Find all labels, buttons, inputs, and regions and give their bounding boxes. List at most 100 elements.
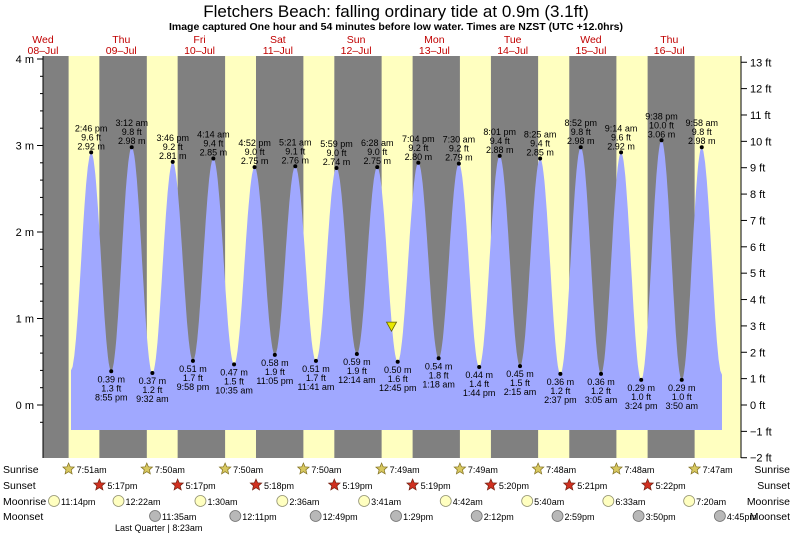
- low-tide-time: 1:18 am: [422, 379, 455, 389]
- low-tide-time: 11:41 am: [298, 382, 335, 392]
- high-tide-ft: 9.4 ft: [203, 138, 224, 148]
- moonset-time: 12:49pm: [323, 512, 358, 522]
- low-tide-m: 0.36 m: [547, 377, 575, 387]
- moonset-icon: [309, 510, 322, 522]
- moonrise-time: 12:22am: [125, 497, 160, 507]
- sunset-time: 5:19pm: [342, 481, 372, 491]
- y-tick-label-ft: 12 ft: [750, 84, 771, 96]
- low-tide-m: 0.37 m: [139, 376, 167, 386]
- high-tide-ft: 9.1 ft: [285, 146, 306, 156]
- high-tide-time: 8:52 pm: [564, 118, 597, 128]
- high-tide-time: 3:46 pm: [156, 133, 189, 143]
- moonset-time: 11:35am: [162, 512, 196, 522]
- moonrise-icon: [602, 495, 615, 507]
- moonrise-time: 2:36am: [289, 497, 319, 507]
- low-tide-time: 12:14 am: [338, 375, 376, 385]
- sunrise-time: 7:49am: [390, 465, 420, 475]
- low-tide-ft: 1.2 ft: [550, 386, 571, 396]
- y-tick-label-ft: 4 ft: [750, 295, 765, 307]
- high-tide-time: 9:38 pm: [645, 111, 678, 121]
- day-label-dow: Fri: [193, 34, 205, 46]
- low-tide-ft: 1.9 ft: [347, 366, 368, 376]
- low-tide-ft: 1.2 ft: [591, 386, 612, 396]
- high-tide-ft: 9.2 ft: [163, 142, 184, 152]
- high-tide-point: [538, 156, 543, 161]
- y-tick-label-m: 4 m: [16, 54, 34, 66]
- moonrise-icon: [48, 495, 60, 507]
- low-tide-m: 0.44 m: [465, 370, 493, 380]
- low-tide-ft: 1.7 ft: [306, 373, 327, 383]
- day-label-dow: Mon: [424, 34, 445, 46]
- sunset-icon: [406, 478, 420, 491]
- low-tide-ft: 1.0 ft: [631, 392, 652, 402]
- row-label-right: Moonset: [750, 511, 790, 523]
- day-label-date: 14–Jul: [497, 45, 528, 57]
- sunset-icon: [562, 478, 576, 491]
- high-tide-m: 2.75 m: [363, 156, 391, 166]
- moonset-icon: [390, 510, 402, 522]
- low-tide-point: [518, 364, 523, 369]
- high-tide-m: 2.79 m: [445, 153, 473, 163]
- low-tide-point: [679, 377, 684, 382]
- moonrise-icon: [439, 495, 452, 507]
- low-tide-point: [109, 369, 114, 374]
- low-tide-ft: 1.6 ft: [388, 374, 409, 384]
- sunset-icon: [171, 478, 185, 491]
- sunrise-icon: [296, 462, 310, 475]
- high-tide-m: 2.85 m: [526, 147, 554, 157]
- low-tide-m: 0.51 m: [179, 364, 207, 374]
- high-tide-time: 2:46 pm: [75, 123, 108, 133]
- high-tide-point: [129, 145, 134, 150]
- tide-area: [71, 140, 722, 431]
- y-tick-label-ft: −2 ft: [750, 453, 772, 465]
- high-tide-ft: 9.0 ft: [367, 147, 388, 157]
- sunset-icon: [327, 478, 341, 491]
- moonrise-icon: [194, 495, 207, 507]
- row-label-left: Sunrise: [3, 464, 39, 476]
- moonrise-icon: [683, 495, 696, 507]
- sunset-icon: [92, 478, 106, 491]
- high-tide-time: 4:52 pm: [238, 138, 271, 148]
- day-label-dow: Wed: [580, 34, 602, 46]
- high-tide-ft: 9.8 ft: [692, 127, 713, 137]
- high-tide-m: 2.80 m: [405, 152, 433, 162]
- sunset-time: 5:22pm: [656, 481, 686, 491]
- high-tide-m: 2.81 m: [159, 151, 187, 161]
- high-tide-ft: 9.2 ft: [408, 143, 429, 153]
- day-label-date: 12–Jul: [341, 45, 372, 57]
- high-tide-time: 5:21 am: [279, 137, 312, 147]
- sunset-time: 5:19pm: [421, 481, 451, 491]
- low-tide-point: [477, 364, 482, 369]
- y-tick-label-m: 0 m: [16, 400, 34, 412]
- chart-title: Fletchers Beach: falling ordinary tide a…: [203, 2, 589, 21]
- sunrise-icon: [375, 462, 389, 475]
- high-tide-time: 9:14 am: [605, 123, 638, 133]
- high-tide-ft: 9.6 ft: [611, 132, 632, 142]
- high-tide-ft: 9.2 ft: [449, 144, 470, 154]
- low-tide-ft: 1.2 ft: [142, 385, 163, 395]
- sunset-time: 5:21pm: [577, 481, 607, 491]
- low-tide-time: 9:32 am: [136, 394, 169, 404]
- day-label-dow: Sat: [270, 34, 286, 46]
- day-label-date: 11–Jul: [263, 45, 293, 57]
- moonset-time: 2:12pm: [484, 512, 514, 522]
- moonrise-time: 3:41am: [371, 497, 401, 507]
- moonset-time: 1:29pm: [403, 512, 433, 522]
- low-tide-ft: 1.4 ft: [469, 379, 490, 389]
- moonrise-icon: [521, 495, 534, 507]
- low-tide-m: 0.29 m: [627, 383, 655, 393]
- high-tide-point: [334, 165, 339, 170]
- low-tide-m: 0.58 m: [261, 358, 289, 368]
- day-labels: Wed08–JulThu09–JulFri10–JulSat11–JulSun1…: [28, 34, 685, 57]
- moonrise-icon: [276, 495, 289, 507]
- low-tide-m: 0.39 m: [97, 374, 125, 384]
- row-label-right: Moonrise: [747, 496, 790, 508]
- y-tick-label-m: 1 m: [16, 314, 34, 326]
- chart-subtitle: Image captured One hour and 54 minutes b…: [169, 21, 623, 33]
- high-tide-time: 9:58 am: [685, 118, 718, 128]
- low-tide-time: 10:35 am: [215, 385, 253, 395]
- moonrise-time: 7:20am: [696, 497, 726, 507]
- high-tide-m: 3.06 m: [648, 129, 676, 139]
- low-tide-m: 0.59 m: [343, 357, 371, 367]
